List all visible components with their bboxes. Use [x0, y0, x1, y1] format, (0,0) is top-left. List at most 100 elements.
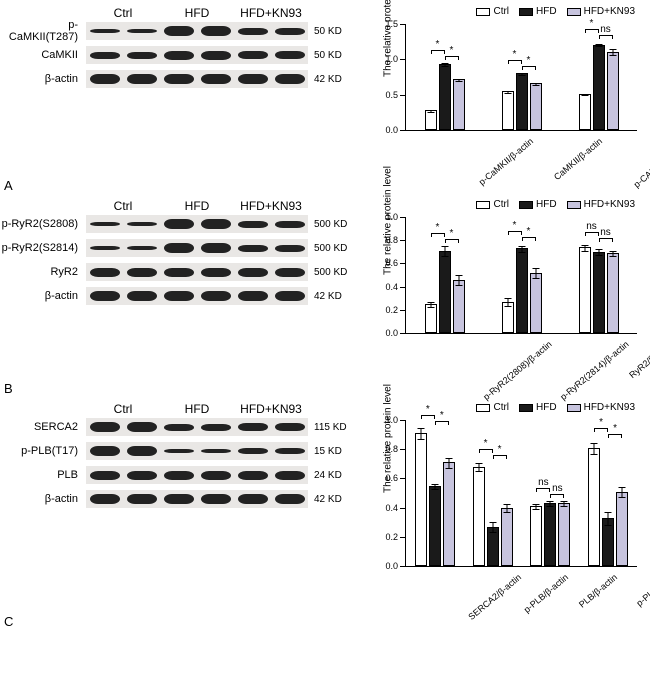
blot-row-label: p-RyR2(S2814) [0, 242, 82, 254]
legend-item: HFD+KN93 [567, 199, 635, 210]
bar [425, 304, 437, 333]
lane-group-header: HFD+KN93 [234, 199, 308, 213]
significance-label: ns [600, 24, 611, 35]
bar [530, 83, 542, 130]
y-axis-label: The relative protein level [383, 0, 394, 77]
lane-group-header: Ctrl [86, 199, 160, 213]
blot-row-label: RyR2 [0, 266, 82, 278]
legend-item: Ctrl [476, 402, 509, 413]
bar [530, 273, 542, 333]
blot-row: CaMKII50 KD [86, 46, 355, 64]
blot-row: p-RyR2(S2814)500 KD [86, 239, 355, 257]
legend-item: HFD+KN93 [567, 6, 635, 17]
blot-row-label: SERCA2 [0, 421, 82, 433]
legend-item: Ctrl [476, 199, 509, 210]
molecular-weight-label: 42 KD [314, 291, 342, 302]
significance-label: * [440, 410, 444, 421]
blot-row-label: p-RyR2(S2808) [0, 218, 82, 230]
x-tick-label: PLB/β-actin [577, 572, 619, 610]
bar [530, 506, 542, 566]
significance-label: * [484, 438, 488, 449]
figure-panel: CtrlHFDHFD+KN93SERCA2115 KDp-PLB(T17)15 … [0, 402, 650, 612]
bar [516, 248, 528, 333]
molecular-weight-label: 115 KD [314, 422, 347, 433]
y-tick-label: 0.2 [376, 305, 398, 315]
significance-label: * [613, 423, 617, 434]
bar-chart: CtrlHFDHFD+KN930.00.20.40.60.81.0The rel… [365, 199, 645, 379]
legend-item: HFD+KN93 [567, 402, 635, 413]
bar [502, 91, 514, 130]
blot-row: p-CaMKII(T287)50 KD [86, 22, 355, 40]
lane-group-header: Ctrl [86, 6, 160, 20]
bar-group [530, 503, 570, 566]
bar [443, 462, 455, 566]
bar [558, 503, 570, 566]
bar [579, 94, 591, 130]
significance-label: * [426, 404, 430, 415]
bar [453, 280, 465, 333]
lane-group-header: HFD [160, 6, 234, 20]
molecular-weight-label: 50 KD [314, 50, 342, 61]
lane-group-header: HFD+KN93 [234, 402, 308, 416]
blot-row: p-RyR2(S2808)500 KD [86, 215, 355, 233]
blot-row: SERCA2115 KD [86, 418, 355, 436]
bar [487, 527, 499, 566]
figure-panel: CtrlHFDHFD+KN93p-RyR2(S2808)500 KDp-RyR2… [0, 199, 650, 379]
bar [607, 52, 619, 130]
significance-label: * [590, 18, 594, 29]
blot-row-label: β-actin [0, 290, 82, 302]
panel-letter: A [4, 178, 650, 193]
bar [602, 518, 614, 566]
bar [579, 247, 591, 333]
y-tick-label: 0.5 [376, 90, 398, 100]
bar-group [502, 73, 542, 130]
plot-axes: 0.00.51.01.5The relative protein level**… [405, 24, 637, 131]
figure-panel: CtrlHFDHFD+KN93p-CaMKII(T287)50 KDCaMKII… [0, 6, 650, 176]
y-tick-label: 0.0 [376, 328, 398, 338]
legend-item: Ctrl [476, 6, 509, 17]
plot-axes: 0.00.20.40.60.81.0The relative protein l… [405, 420, 637, 567]
y-axis-label: The relative protein level [383, 166, 394, 275]
blot-row-label: PLB [0, 469, 82, 481]
western-blot-area: CtrlHFDHFD+KN93SERCA2115 KDp-PLB(T17)15 … [0, 402, 355, 514]
blot-row-label: CaMKII [0, 49, 82, 61]
blot-row-label: p-PLB(T17) [0, 445, 82, 457]
significance-label: ns [586, 221, 597, 232]
bar-chart: CtrlHFDHFD+KN930.00.51.01.5The relative … [365, 6, 645, 176]
bar [616, 492, 628, 566]
bar [439, 64, 451, 130]
bar-group [473, 467, 513, 566]
bar-group [579, 45, 619, 131]
blot-row: β-actin42 KD [86, 70, 355, 88]
legend-item: HFD [519, 6, 557, 17]
significance-label: * [450, 45, 454, 56]
y-tick-label: 0.0 [376, 125, 398, 135]
lane-group-header: Ctrl [86, 402, 160, 416]
bar [544, 503, 556, 566]
significance-label: * [527, 55, 531, 66]
blot-row: β-actin42 KD [86, 490, 355, 508]
bar-group [588, 448, 628, 566]
bar [516, 73, 528, 130]
y-axis-label: The relative protein level [383, 384, 394, 493]
western-blot-area: CtrlHFDHFD+KN93p-CaMKII(T287)50 KDCaMKII… [0, 6, 355, 94]
bar-group [425, 251, 465, 333]
bar [429, 486, 441, 566]
significance-label: * [498, 444, 502, 455]
bar [473, 467, 485, 566]
y-tick-label: 0.0 [376, 561, 398, 571]
blot-row-label: p-CaMKII(T287) [0, 19, 82, 43]
molecular-weight-label: 42 KD [314, 494, 342, 505]
bar-group [579, 247, 619, 333]
bar [453, 79, 465, 130]
molecular-weight-label: 500 KD [314, 243, 347, 254]
molecular-weight-label: 15 KD [314, 446, 342, 457]
molecular-weight-label: 500 KD [314, 267, 347, 278]
bar [593, 252, 605, 333]
x-tick-label: p-PLB/β-actin [521, 572, 569, 615]
molecular-weight-label: 50 KD [314, 26, 342, 37]
significance-label: * [527, 226, 531, 237]
western-blot-area: CtrlHFDHFD+KN93p-RyR2(S2808)500 KDp-RyR2… [0, 199, 355, 311]
bar [501, 508, 513, 566]
bar-group [502, 248, 542, 333]
